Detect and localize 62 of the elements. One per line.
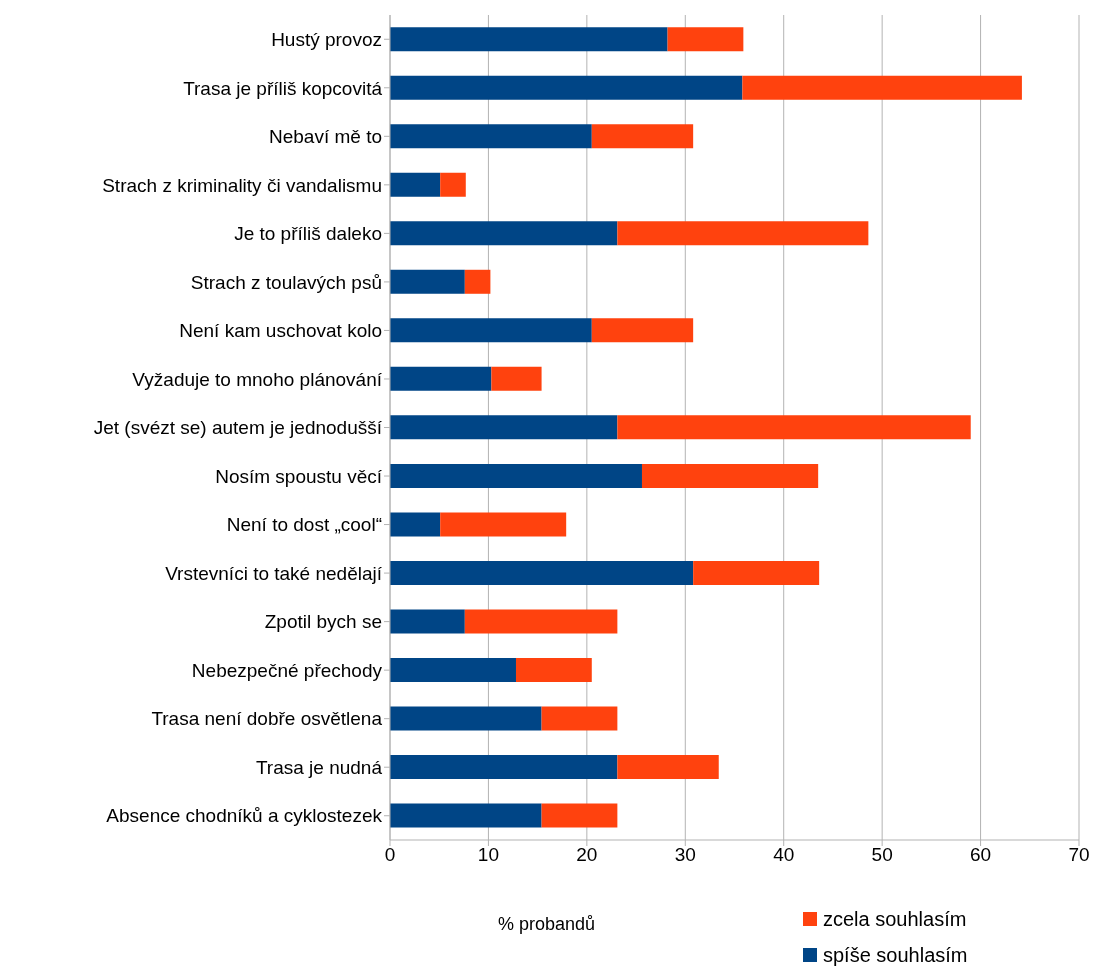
bar bbox=[541, 706, 618, 731]
bar bbox=[390, 75, 743, 100]
bar bbox=[390, 366, 492, 391]
bar bbox=[390, 560, 694, 585]
bar bbox=[390, 658, 516, 683]
legend-label: spíše souhlasím bbox=[823, 943, 968, 967]
bar bbox=[390, 27, 668, 52]
bar bbox=[390, 609, 465, 634]
y-tick-label: Trasa je příliš kopcovitá bbox=[183, 77, 383, 99]
bar bbox=[390, 803, 542, 828]
y-tick-label: Nosím spoustu věcí bbox=[215, 465, 383, 487]
x-tick-label: 10 bbox=[477, 844, 499, 866]
bar bbox=[390, 706, 542, 731]
bar bbox=[390, 269, 465, 294]
x-tick-label: 0 bbox=[384, 844, 396, 866]
x-tick-label: 40 bbox=[773, 844, 795, 866]
bar bbox=[390, 512, 441, 537]
bar bbox=[464, 269, 491, 294]
bar bbox=[390, 318, 592, 343]
legend-label: zcela souhlasím bbox=[823, 907, 967, 931]
y-tick-label: Není to dost „cool“ bbox=[226, 514, 382, 536]
y-tick-label: Jet (svézt se) autem je jednodušší bbox=[93, 417, 383, 439]
y-tick-label: Je to příliš daleko bbox=[234, 223, 382, 245]
bar bbox=[464, 609, 618, 634]
y-tick-label: Absence chodníků a cyklostezek bbox=[106, 805, 383, 827]
bar bbox=[390, 172, 441, 197]
bar bbox=[742, 75, 1022, 100]
bar bbox=[390, 221, 618, 246]
y-tick-label: Trasa je nudná bbox=[255, 756, 383, 778]
x-tick-label: 50 bbox=[871, 844, 893, 866]
bar bbox=[390, 463, 642, 488]
y-tick-label: Trasa není dobře osvětlena bbox=[151, 708, 383, 730]
bar bbox=[390, 415, 618, 440]
bar bbox=[617, 755, 719, 780]
y-tick-label: Strach z kriminality či vandalismu bbox=[102, 174, 382, 196]
bar bbox=[591, 318, 694, 343]
y-tick-label: Nebaví mě to bbox=[269, 126, 382, 148]
bar bbox=[591, 124, 694, 149]
x-tick-label: 60 bbox=[970, 844, 992, 866]
y-tick-label: Není kam uschovat kolo bbox=[179, 320, 382, 342]
y-tick-label: Nebezpečné přechody bbox=[191, 659, 383, 681]
bar bbox=[390, 124, 592, 149]
bar bbox=[491, 366, 542, 391]
y-tick-label: Hustý provoz bbox=[271, 29, 382, 51]
x-axis-title: % probandů bbox=[498, 914, 596, 935]
bar bbox=[440, 512, 567, 537]
bar bbox=[440, 172, 466, 197]
bar bbox=[617, 221, 869, 246]
y-tick-label: Zpotil bych se bbox=[264, 611, 382, 633]
x-tick-label: 70 bbox=[1068, 844, 1090, 866]
bar bbox=[541, 803, 618, 828]
bar bbox=[693, 560, 820, 585]
y-tick-label: Strach z toulavých psů bbox=[190, 271, 382, 293]
bar bbox=[667, 27, 744, 52]
bar bbox=[515, 658, 592, 683]
bar bbox=[390, 755, 618, 780]
x-tick-label: 20 bbox=[576, 844, 598, 866]
bar bbox=[617, 415, 971, 440]
bar bbox=[641, 463, 819, 488]
y-tick-label: Vrstevníci to také nedělají bbox=[165, 562, 383, 584]
x-tick-label: 30 bbox=[674, 844, 696, 866]
y-tick-label: Vyžaduje to mnoho plánování bbox=[132, 368, 383, 390]
